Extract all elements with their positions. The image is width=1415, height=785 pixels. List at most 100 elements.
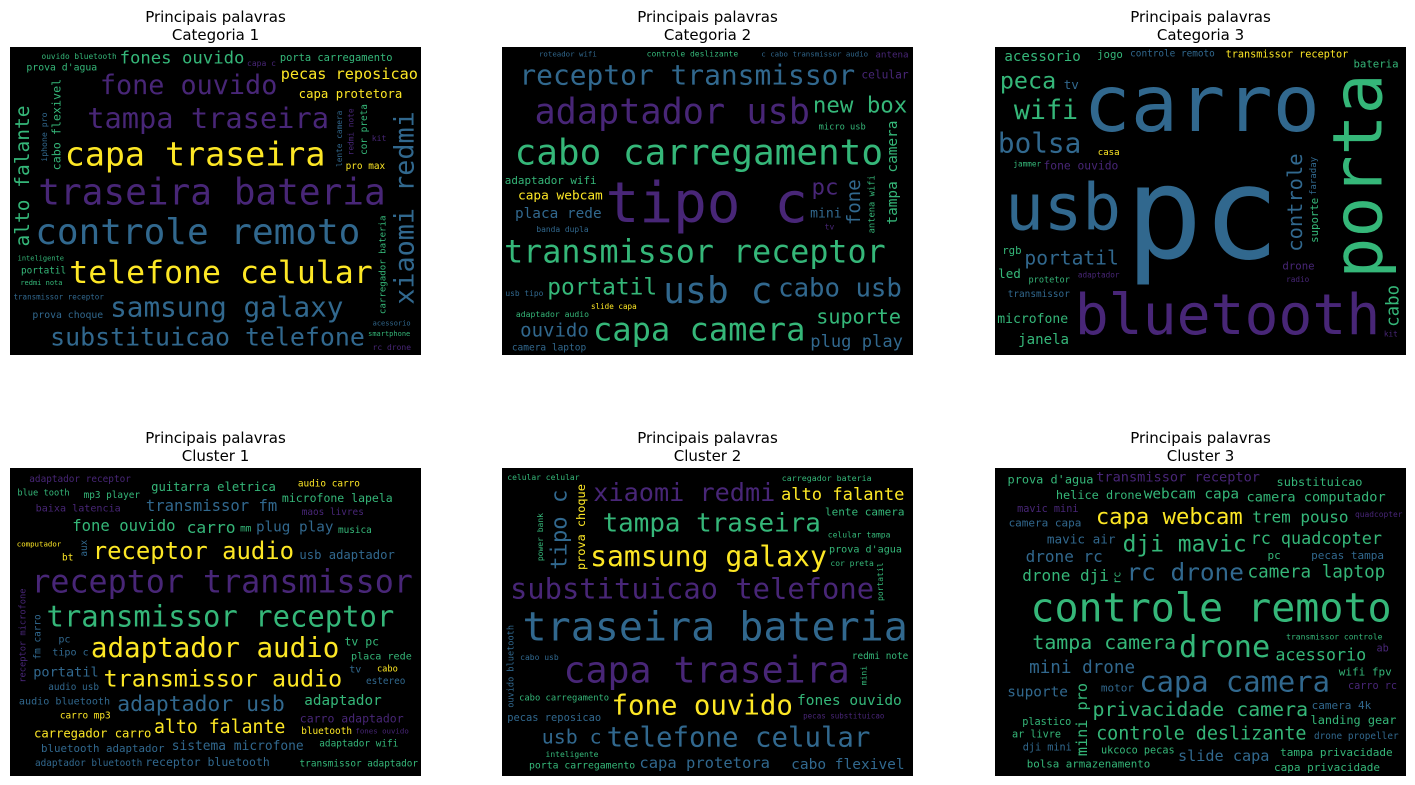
word: usb c — [663, 269, 772, 312]
word: mini drone — [1029, 658, 1135, 678]
word: capa webcam — [1096, 504, 1243, 530]
word: antena — [875, 49, 908, 60]
word: transmissor fm — [146, 497, 277, 515]
word: carregador carro — [34, 727, 151, 741]
word: rc — [1113, 572, 1124, 584]
word: tampa camera — [1032, 631, 1176, 654]
word: carro rc — [1348, 681, 1397, 692]
word: acessorio — [1275, 644, 1366, 664]
word: receptor bluetooth — [145, 755, 270, 769]
word: peca — [1000, 66, 1056, 94]
word: sistema microfone — [172, 739, 304, 754]
word: substituicao telefone — [50, 322, 365, 351]
word: protetor — [1028, 275, 1069, 285]
word: jogo — [1097, 48, 1123, 61]
word: plastico — [1022, 717, 1071, 728]
word: tv — [1064, 77, 1079, 92]
word: faraday — [1309, 156, 1319, 195]
word: musica — [338, 525, 372, 536]
panel-title: Principais palavras — [1130, 429, 1271, 447]
word: drone dji — [1022, 566, 1109, 585]
wordcloud-canvas: traseira bateria capa traseira substituica… — [502, 468, 913, 776]
word: pc — [812, 175, 839, 201]
word: motor — [1101, 682, 1134, 695]
word: redmi note — [852, 651, 909, 662]
word: suporte — [1007, 685, 1068, 701]
word: tipo c — [606, 171, 808, 236]
word: casa — [1098, 148, 1120, 158]
word: cabo — [377, 665, 398, 675]
word: controle deslizante — [647, 50, 739, 59]
panel-categoria-3: Principais palavras Categoria 3 pc carro b… — [995, 8, 1406, 355]
word: rc quadcopter — [1251, 528, 1382, 548]
word: slide capa — [591, 302, 637, 311]
word: porta carregamento — [529, 761, 635, 772]
word: estereo — [366, 676, 406, 687]
word: audio usb — [48, 682, 99, 693]
word: tipo c — [52, 647, 88, 658]
word: tampa camera — [885, 121, 901, 225]
word: celular — [861, 69, 908, 82]
word: microfone — [997, 312, 1068, 327]
word: radio — [1286, 275, 1310, 284]
word: acessorio — [1004, 49, 1080, 65]
word: inteligente — [546, 750, 599, 759]
word: camera computador — [1247, 489, 1386, 505]
word: baixa latencia — [36, 503, 121, 514]
word: tampa traseira — [603, 509, 821, 539]
word: bolsa armazenamento — [1027, 758, 1151, 771]
word: prova d'agua — [1008, 473, 1094, 487]
word: receptor microfone — [18, 589, 28, 683]
word: pc — [1126, 140, 1280, 289]
word: tampa traseira — [87, 101, 329, 135]
word: slide capa — [1178, 747, 1269, 765]
word: microfone lapela — [282, 491, 393, 505]
word: controle deslizante — [1096, 723, 1306, 744]
word: porta carregamento — [280, 52, 393, 64]
word: transmissor controle — [1286, 633, 1383, 642]
word: guitarra eletrica — [151, 480, 276, 494]
word: transmissor receptor — [1226, 49, 1349, 60]
panel-title: Principais palavras — [1130, 8, 1271, 26]
word: camera 4k — [1312, 699, 1372, 712]
word: webcam capa — [1144, 487, 1239, 503]
word: carregador bateria — [782, 473, 872, 483]
word: controle — [1283, 153, 1307, 251]
word: placa rede — [351, 651, 412, 662]
word: bluetooth adaptador — [41, 742, 165, 755]
word: plug play — [256, 520, 334, 536]
word: ukcoco pecas — [1101, 746, 1175, 757]
word: controle remoto — [1130, 49, 1215, 60]
word: smartphone — [368, 330, 410, 338]
word: mavic air — [1047, 532, 1116, 547]
word: transmissor receptor — [46, 600, 394, 634]
word: substituicao telefone — [510, 572, 874, 606]
word: trem pouso — [1252, 508, 1348, 527]
panel-title: Principais palavras — [637, 8, 778, 26]
word: ab — [1376, 643, 1388, 654]
word: tv — [825, 223, 835, 232]
word: tv pc — [344, 635, 379, 649]
panel-categoria-1: Principais palavras Categoria 1 traseira… — [10, 8, 421, 355]
word: fm carro — [33, 614, 44, 660]
word: cabo usb — [778, 274, 902, 304]
word: inteligente — [18, 254, 64, 262]
word: mp3 player — [84, 490, 141, 501]
word: portatil — [21, 265, 66, 276]
word: ar livre — [1012, 730, 1061, 741]
word: tampa privacidade — [1280, 746, 1393, 759]
word: kit — [372, 133, 387, 143]
word: plug play — [810, 332, 903, 352]
word: telefone celular — [69, 255, 372, 291]
word: wifi — [1014, 95, 1078, 126]
word: traseira bateria — [38, 172, 386, 214]
word: fone ouvido — [72, 517, 175, 535]
word: micro usb — [819, 122, 866, 132]
word: fone ouvido — [1043, 159, 1118, 172]
word: carro — [1083, 58, 1320, 150]
word: prova d'agua — [26, 63, 97, 74]
word: capa traseira — [563, 649, 849, 692]
